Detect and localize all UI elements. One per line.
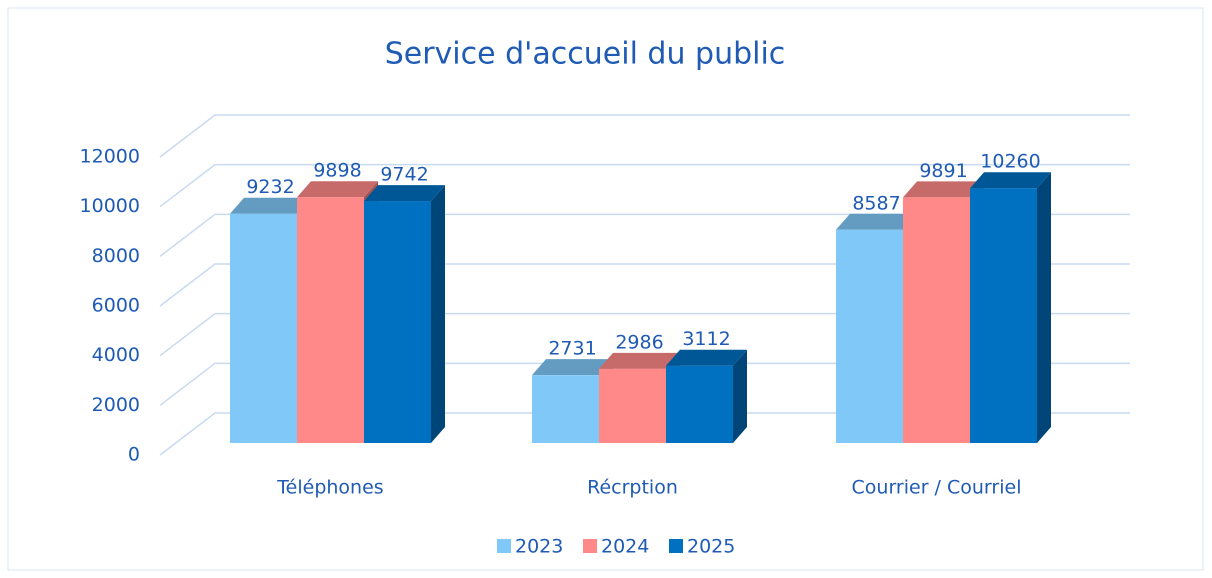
bar-top [836,213,917,230]
grid-line [159,263,1130,307]
grid-line [159,213,1130,257]
data-label: 2986 [615,331,663,353]
y-tick-label: 8000 [92,245,140,267]
data-label: 8587 [852,192,900,214]
data-label: 2731 [548,338,596,360]
bar [364,201,431,443]
y-tick-label: 10000 [80,195,140,217]
y-tick-label: 2000 [92,394,140,416]
bar-top [903,181,984,198]
bar-side [1037,172,1051,443]
bar-top [297,181,378,198]
y-tick-label: 4000 [92,344,140,366]
data-label: 9742 [380,164,428,186]
grid-line [159,114,1130,158]
data-label: 9898 [313,160,361,182]
bar [532,375,599,443]
legend-label: 2025 [687,536,735,558]
x-tick-label: Récrption [587,477,678,499]
grid-line [159,163,1130,208]
chart-title: Service d'accueil du public [385,37,786,72]
data-label: 9232 [246,176,294,198]
y-tick-label: 0 [128,444,140,466]
bar [836,229,903,443]
bar [903,197,970,443]
grid-line [159,412,1130,456]
y-tick-label: 12000 [80,146,140,168]
bar-side [431,185,445,443]
data-label: 3112 [682,328,730,350]
bar [297,197,364,443]
bar-top [532,359,613,376]
data-label: 9891 [919,160,967,182]
y-tick-label: 6000 [92,295,140,317]
bar-top [364,185,445,202]
grid-line [159,312,1130,357]
bar [599,368,666,443]
bar [970,188,1037,443]
bar [666,365,733,443]
legend-swatch [583,539,597,553]
bar-side [733,349,747,443]
bar-top [970,172,1051,189]
x-tick-label: Courrier / Courriel [852,477,1022,499]
legend-swatch [669,539,683,553]
bar [230,213,297,443]
bar-top [230,197,311,214]
legend-label: 2024 [601,536,649,558]
x-tick-label: Téléphones [276,477,383,499]
legend-label: 2023 [515,536,563,558]
grid-line [159,362,1130,406]
data-label: 10260 [980,151,1040,173]
bar-top [599,352,680,369]
legend-swatch [497,539,511,553]
bar-top [666,349,747,366]
